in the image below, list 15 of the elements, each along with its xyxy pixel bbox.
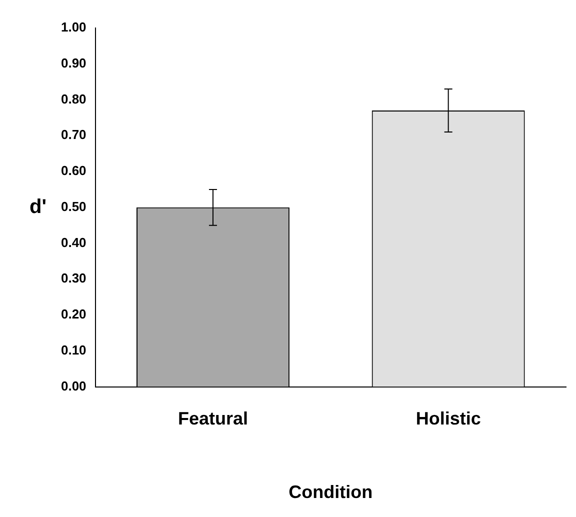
y-tick-label: 0.70 <box>60 127 86 142</box>
y-axis-title: d' <box>30 196 46 218</box>
y-tick-label: 0.50 <box>60 198 86 214</box>
x-axis-title: Condition <box>288 482 373 502</box>
y-tick-label: 0.80 <box>60 91 86 106</box>
y-tick-label: 0.00 <box>60 378 86 394</box>
y-tick-label: 1.00 <box>60 20 86 35</box>
y-tick-label: 0.30 <box>60 270 86 286</box>
y-tick-label: 0.90 <box>60 55 86 70</box>
y-tick-label: 0.60 <box>60 163 86 178</box>
y-tick-label: 0.40 <box>60 234 86 250</box>
y-tick-label: 0.10 <box>60 342 86 358</box>
y-tick-label: 0.20 <box>60 306 86 322</box>
x-tick-label: Featural <box>178 408 248 429</box>
x-tick-label: Holistic <box>416 408 481 429</box>
